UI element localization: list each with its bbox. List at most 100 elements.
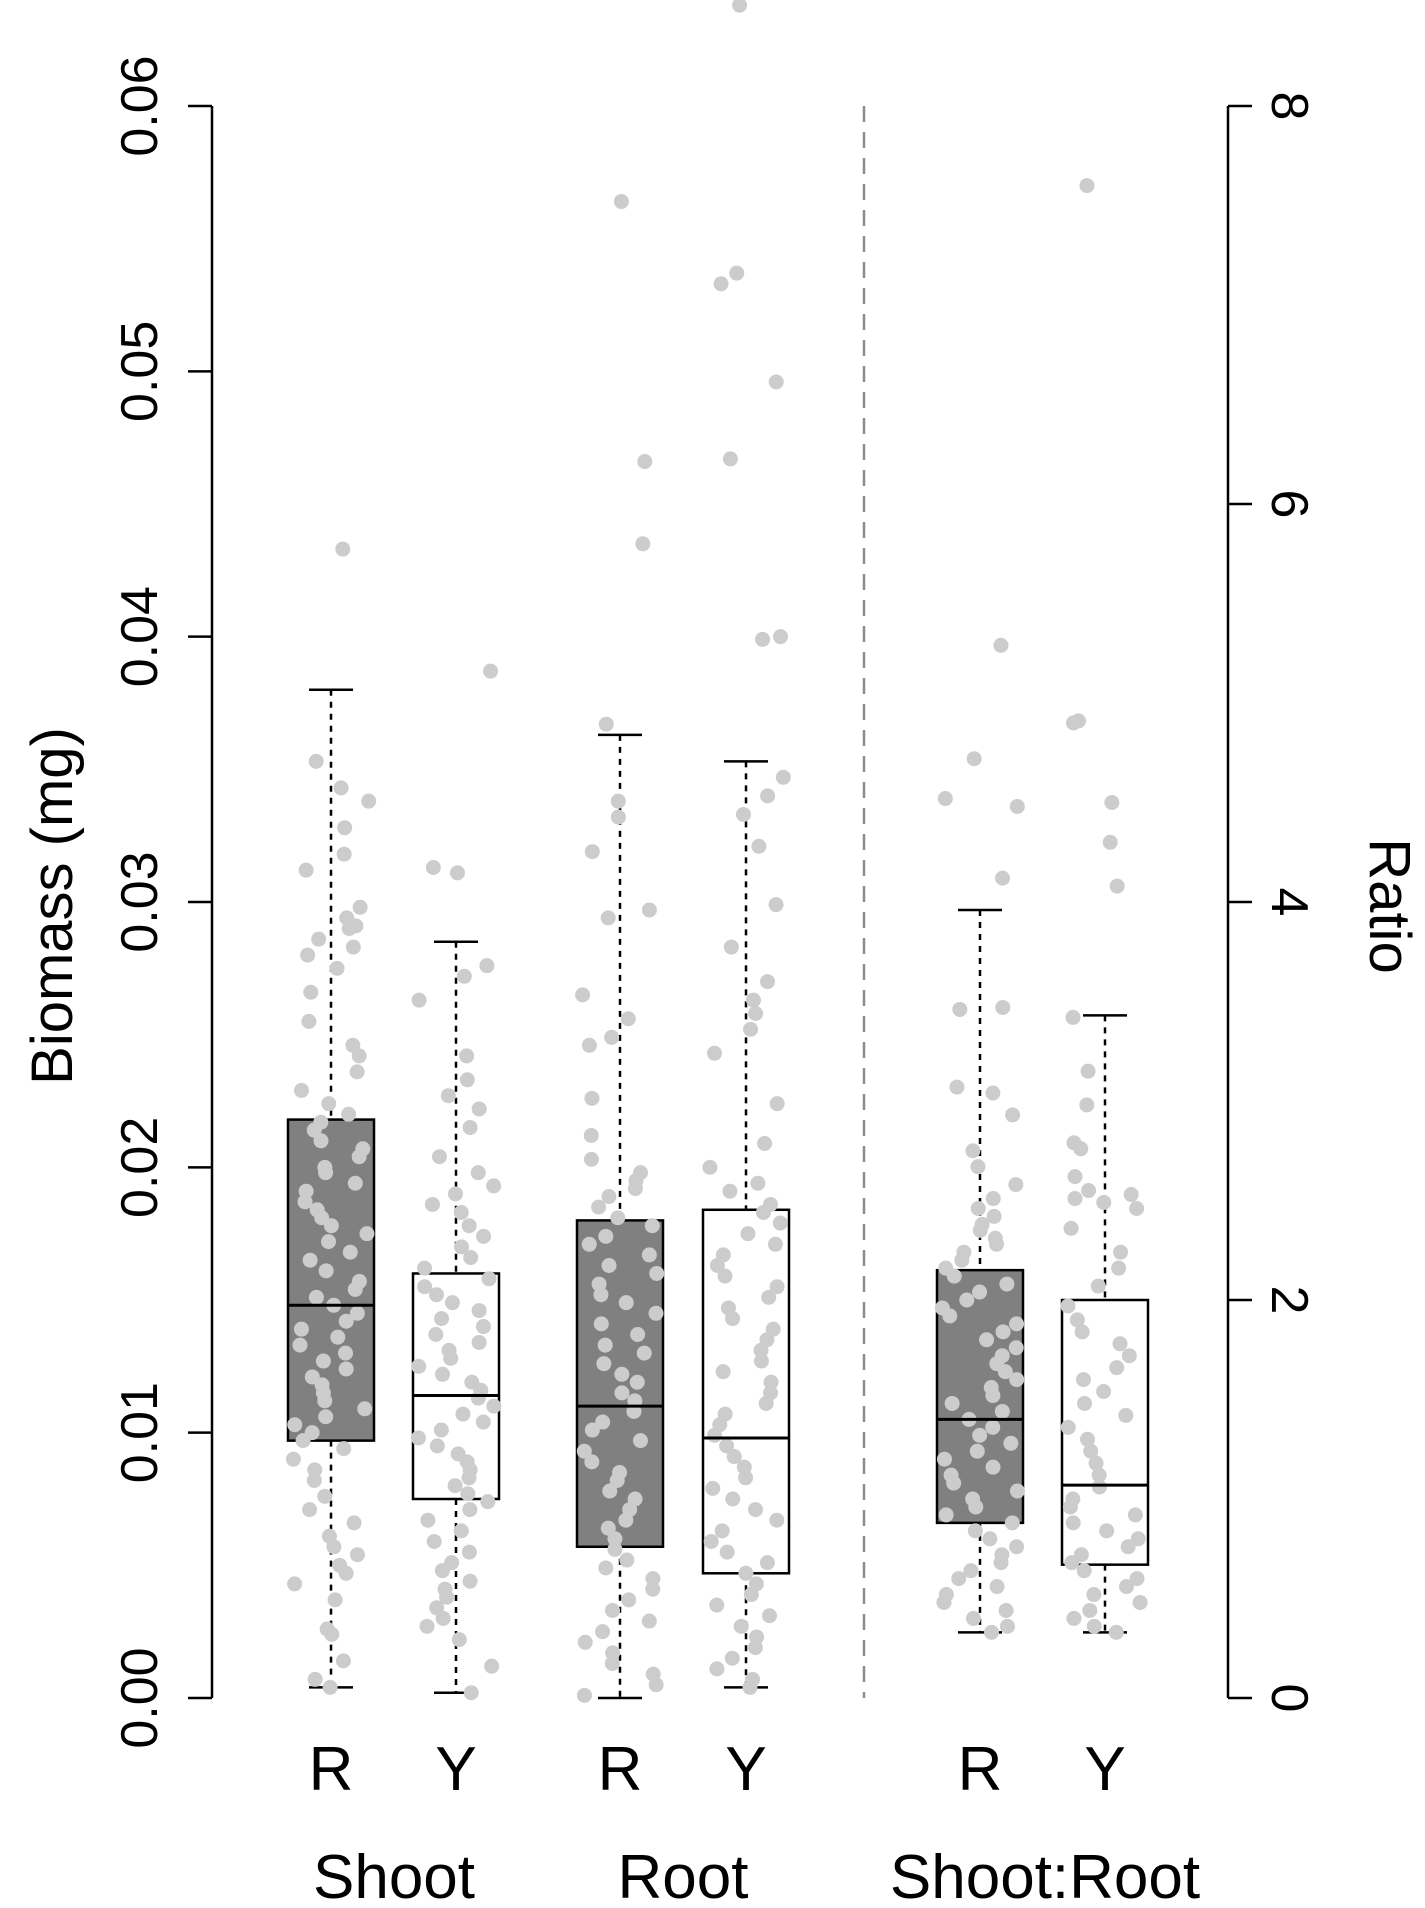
data-point <box>598 1560 614 1576</box>
data-point <box>1064 1555 1080 1571</box>
data-point <box>985 1459 1001 1475</box>
category-label: Y <box>725 1735 766 1804</box>
category-label: Y <box>435 1735 476 1804</box>
data-point <box>965 1610 981 1626</box>
data-point <box>952 1001 968 1017</box>
data-point <box>318 1263 334 1279</box>
data-point <box>748 1502 764 1518</box>
data-point <box>1081 1183 1097 1199</box>
data-point <box>456 968 472 984</box>
data-point <box>1073 1141 1089 1157</box>
data-point <box>411 992 427 1008</box>
data-point <box>420 1512 436 1528</box>
data-point <box>462 1573 478 1589</box>
data-point <box>1069 1312 1085 1328</box>
data-point <box>480 1494 496 1510</box>
data-point <box>629 1374 645 1390</box>
left-tick-label: 0.00 <box>111 1647 169 1748</box>
data-point <box>318 1165 334 1181</box>
data-point <box>1121 1348 1137 1364</box>
left-tick-label: 0.01 <box>111 1382 169 1483</box>
right-tick-label: 2 <box>1260 1286 1318 1315</box>
data-point <box>1091 1479 1107 1495</box>
data-point <box>1082 1602 1098 1618</box>
data-point <box>326 1539 342 1555</box>
data-point <box>1060 1298 1076 1314</box>
data-point <box>583 1127 599 1143</box>
data-point <box>462 1502 478 1518</box>
data-point <box>936 1594 952 1610</box>
data-point <box>461 1218 477 1234</box>
data-point <box>1080 1063 1096 1079</box>
data-point <box>302 1502 318 1518</box>
box-y <box>1060 178 1150 1640</box>
data-point <box>641 1613 657 1629</box>
data-point <box>591 1199 607 1215</box>
box-r <box>934 637 1025 1640</box>
data-points <box>934 637 1025 1640</box>
data-point <box>479 958 495 974</box>
data-point <box>349 1305 365 1321</box>
data-point <box>351 1048 367 1064</box>
data-point <box>361 793 377 809</box>
data-point <box>303 984 319 1000</box>
data-point <box>605 1645 621 1661</box>
data-point <box>742 1679 758 1695</box>
data-point <box>717 1268 733 1284</box>
data-point <box>1099 1523 1115 1539</box>
data-point <box>1079 1431 1095 1447</box>
data-point <box>1075 1372 1091 1388</box>
data-point <box>425 860 441 876</box>
data-point <box>308 1289 324 1305</box>
data-point <box>595 1624 611 1640</box>
category-label: Y <box>1084 1735 1125 1804</box>
data-point <box>607 1531 623 1547</box>
data-point <box>338 1313 354 1329</box>
data-point <box>598 716 614 732</box>
data-points <box>1060 178 1148 1640</box>
data-point <box>462 1120 478 1136</box>
data-point <box>1130 1531 1146 1547</box>
data-point <box>1004 1515 1020 1531</box>
data-point <box>972 1427 988 1443</box>
data-point <box>486 1398 502 1414</box>
data-point <box>1009 1372 1025 1388</box>
group-label: Shoot <box>313 1843 475 1908</box>
data-point <box>584 1422 600 1438</box>
data-point <box>993 637 1009 653</box>
data-point <box>577 1634 593 1650</box>
data-point <box>763 1374 779 1390</box>
data-point <box>748 1005 764 1021</box>
data-point <box>723 939 739 955</box>
data-point <box>1129 1200 1145 1216</box>
data-point <box>1079 178 1095 194</box>
data-point <box>584 1090 600 1106</box>
data-point <box>733 1618 749 1634</box>
data-point <box>714 1523 730 1539</box>
data-point <box>1109 878 1125 894</box>
data-point <box>630 1326 646 1342</box>
data-point <box>768 374 784 390</box>
data-point <box>610 809 626 825</box>
data-point <box>994 1403 1010 1419</box>
data-point <box>471 1101 487 1117</box>
data-point <box>995 1324 1011 1340</box>
data-point <box>979 1332 995 1348</box>
data-point <box>287 1417 303 1433</box>
data-point <box>610 793 626 809</box>
data-point <box>459 1048 475 1064</box>
plot-area <box>285 0 1150 1703</box>
data-point <box>313 1133 329 1149</box>
box-body <box>575 1219 665 1549</box>
data-point <box>724 1650 740 1666</box>
data-point <box>636 1345 652 1361</box>
data-point <box>1086 1618 1102 1634</box>
data-point <box>645 1571 661 1587</box>
data-point <box>970 1159 986 1175</box>
data-point <box>440 1088 456 1104</box>
data-point <box>322 1679 338 1695</box>
data-point <box>308 753 324 769</box>
data-point <box>972 1284 988 1300</box>
data-point <box>434 1311 450 1327</box>
data-point <box>648 1677 664 1693</box>
